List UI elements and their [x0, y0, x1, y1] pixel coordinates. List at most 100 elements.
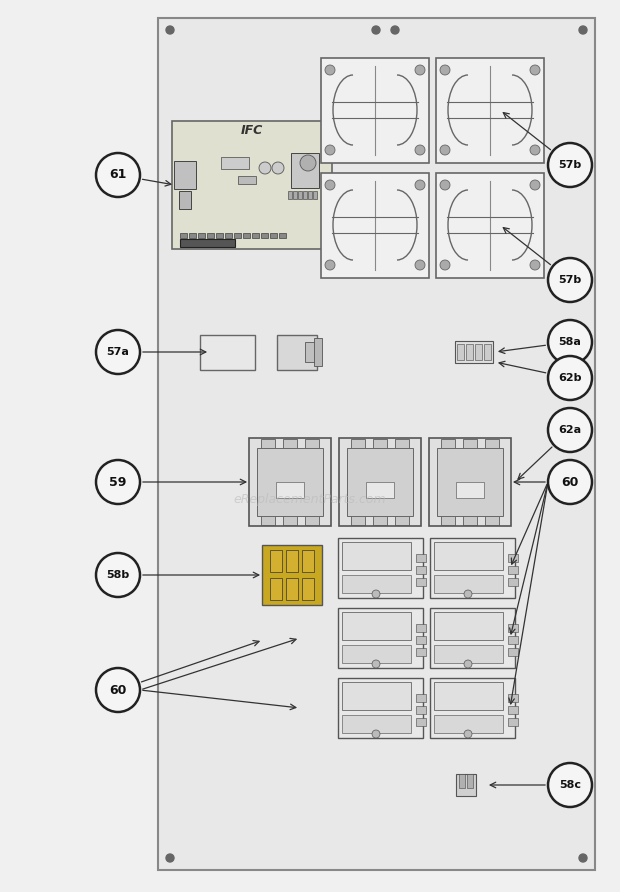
- Bar: [293, 191, 297, 199]
- Bar: [172, 121, 332, 249]
- Bar: [179, 191, 191, 209]
- Circle shape: [325, 180, 335, 190]
- Circle shape: [325, 65, 335, 75]
- Circle shape: [96, 153, 140, 197]
- Bar: [302, 578, 314, 600]
- Bar: [415, 706, 425, 714]
- Bar: [429, 438, 511, 526]
- Text: 61: 61: [109, 169, 126, 181]
- Bar: [286, 578, 298, 600]
- Bar: [474, 344, 482, 360]
- Bar: [433, 612, 502, 640]
- Bar: [415, 648, 425, 656]
- Bar: [415, 694, 425, 702]
- Bar: [466, 344, 472, 360]
- Circle shape: [440, 180, 450, 190]
- Circle shape: [530, 180, 540, 190]
- Bar: [415, 636, 425, 644]
- Bar: [342, 612, 410, 640]
- Bar: [276, 482, 304, 498]
- Bar: [433, 542, 502, 570]
- Bar: [508, 648, 518, 656]
- Circle shape: [325, 260, 335, 270]
- Bar: [234, 233, 241, 237]
- Bar: [441, 515, 455, 525]
- Bar: [283, 439, 297, 449]
- Circle shape: [548, 356, 592, 400]
- Circle shape: [96, 460, 140, 504]
- Circle shape: [415, 65, 425, 75]
- Text: 58c: 58c: [559, 780, 581, 790]
- Bar: [288, 191, 292, 199]
- Bar: [342, 542, 410, 570]
- Bar: [261, 439, 275, 449]
- Circle shape: [415, 145, 425, 155]
- Bar: [270, 550, 282, 572]
- Bar: [283, 515, 297, 525]
- Bar: [260, 233, 267, 237]
- Bar: [305, 439, 319, 449]
- Bar: [321, 57, 429, 162]
- Circle shape: [372, 730, 380, 738]
- Bar: [249, 438, 331, 526]
- Circle shape: [391, 26, 399, 34]
- Bar: [455, 341, 493, 363]
- Bar: [508, 566, 518, 574]
- Bar: [415, 718, 425, 726]
- Bar: [456, 482, 484, 498]
- Bar: [224, 233, 231, 237]
- Bar: [180, 239, 234, 247]
- Bar: [313, 191, 317, 199]
- Circle shape: [325, 145, 335, 155]
- Bar: [436, 172, 544, 277]
- Bar: [508, 636, 518, 644]
- Bar: [308, 191, 312, 199]
- Bar: [342, 715, 410, 733]
- Bar: [206, 233, 213, 237]
- Circle shape: [166, 854, 174, 862]
- Text: eReplacementParts.com: eReplacementParts.com: [234, 493, 386, 507]
- Bar: [342, 682, 410, 710]
- Text: 58a: 58a: [559, 337, 582, 347]
- Bar: [467, 774, 473, 788]
- Circle shape: [166, 26, 174, 34]
- Bar: [262, 545, 322, 605]
- Bar: [221, 157, 249, 169]
- Circle shape: [548, 408, 592, 452]
- Bar: [433, 682, 502, 710]
- Bar: [485, 515, 499, 525]
- Bar: [415, 566, 425, 574]
- Circle shape: [272, 162, 284, 174]
- Bar: [351, 439, 365, 449]
- Bar: [337, 608, 422, 668]
- Bar: [305, 515, 319, 525]
- Bar: [298, 191, 302, 199]
- Bar: [430, 608, 515, 668]
- Bar: [238, 176, 256, 184]
- Circle shape: [96, 553, 140, 597]
- Bar: [415, 624, 425, 632]
- Text: 62b: 62b: [558, 373, 582, 383]
- Bar: [277, 334, 317, 369]
- Bar: [395, 515, 409, 525]
- Bar: [456, 344, 464, 360]
- Bar: [508, 694, 518, 702]
- Bar: [305, 342, 315, 362]
- Circle shape: [530, 260, 540, 270]
- Bar: [216, 233, 223, 237]
- Bar: [174, 161, 196, 189]
- Circle shape: [300, 155, 316, 171]
- Text: IFC: IFC: [241, 123, 263, 136]
- Bar: [459, 774, 465, 788]
- Bar: [433, 645, 502, 663]
- Bar: [463, 439, 477, 449]
- Bar: [158, 18, 595, 870]
- Bar: [415, 578, 425, 586]
- Bar: [242, 233, 249, 237]
- Bar: [508, 554, 518, 562]
- Bar: [302, 550, 314, 572]
- Text: 60: 60: [561, 475, 578, 489]
- Bar: [314, 338, 322, 366]
- Bar: [484, 344, 490, 360]
- Bar: [463, 515, 477, 525]
